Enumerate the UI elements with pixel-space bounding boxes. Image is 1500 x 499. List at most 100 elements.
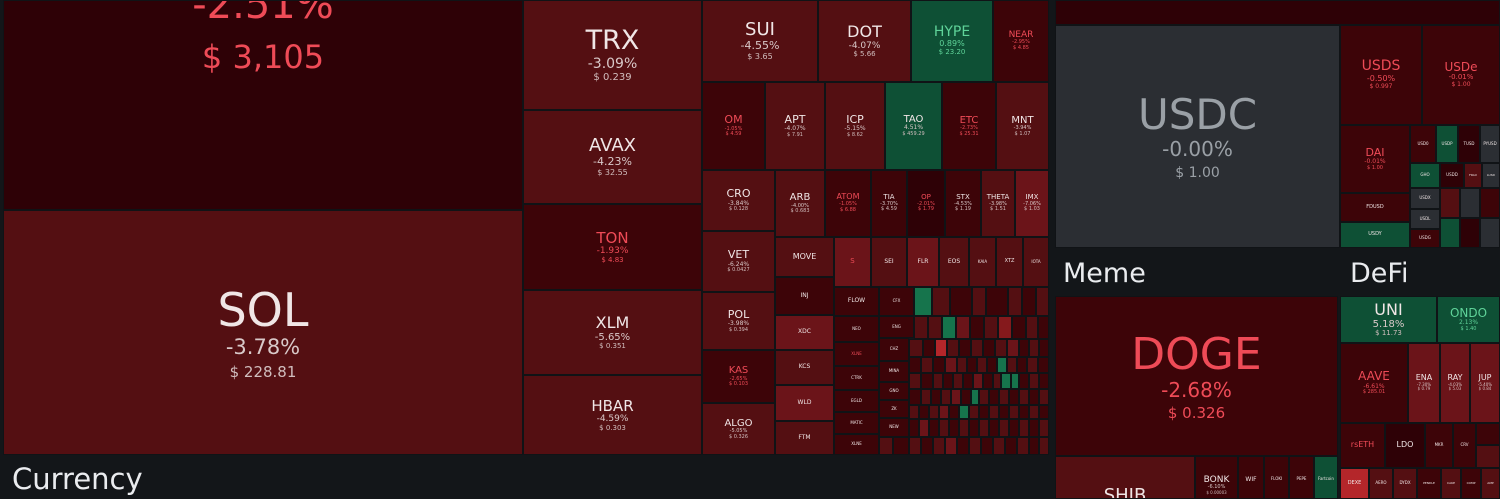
tile-comp[interactable]: COMP (1461, 468, 1481, 499)
tile-om[interactable]: OM -1.05% $ 4.59 (702, 82, 765, 170)
tile-vet[interactable]: VET -6.24% $ 0.0427 (702, 231, 775, 292)
tile-micro-green-2[interactable] (942, 316, 956, 339)
tile-dot[interactable]: DOT -4.07% $ 5.66 (818, 0, 911, 82)
tile-micro-93[interactable] (879, 437, 893, 455)
tile-micro-green-6[interactable] (971, 389, 979, 405)
tile-tia[interactable]: TIA -3.70% $ 4.59 (871, 170, 907, 237)
tile-fdusd[interactable]: FDUSD (1340, 193, 1410, 222)
tile-micro-1[interactable] (932, 287, 950, 316)
tile-micro-63[interactable] (1019, 389, 1029, 405)
tile-defi-micro-2[interactable] (1476, 445, 1500, 468)
tile-xdc[interactable]: XDC (775, 315, 834, 350)
tile-arb[interactable]: ARB -4.00% $ 0.683 (775, 170, 825, 237)
tile-dydx[interactable]: DYDX (1393, 468, 1417, 499)
tile-xdc2[interactable]: XLNE (834, 342, 879, 366)
tile-micro-61[interactable] (999, 389, 1009, 405)
tile-usd0[interactable]: USD0 (1410, 125, 1436, 163)
tile-micro-45[interactable] (953, 373, 963, 389)
tile-micro-83[interactable] (949, 419, 959, 437)
tile-s[interactable]: S (834, 237, 871, 287)
tile-micro-40[interactable] (1038, 357, 1049, 373)
tile-bonk[interactable]: BONK -6.10% $ 0.00003 (1195, 456, 1238, 499)
tile-micro-21[interactable] (959, 339, 971, 357)
tile-micro-28[interactable] (1039, 339, 1049, 357)
tile-lusd[interactable]: LUSD (1482, 163, 1500, 188)
tile-micro-51[interactable] (1029, 373, 1039, 389)
tile-hype[interactable]: HYPE 0.89% $ 23.20 (911, 0, 993, 82)
tile-atom[interactable]: ATOM -1.05% $ 6.88 (825, 170, 871, 237)
tile-micro-77[interactable] (1029, 405, 1039, 419)
tile-micro-10[interactable] (956, 316, 970, 339)
tile-micro-59[interactable] (979, 389, 989, 405)
tile-aero[interactable]: AERO (1369, 468, 1393, 499)
tile-cake[interactable]: CAKE (1441, 468, 1461, 499)
tile-stable-micro-6[interactable] (1480, 218, 1500, 248)
tile-micro-90[interactable] (1019, 419, 1029, 437)
tile-kas[interactable]: KAS -2.65% $ 0.103 (702, 350, 775, 403)
tile-sei[interactable]: SEI (871, 237, 907, 287)
tile-xtz[interactable]: XTZ (996, 237, 1023, 287)
tile-micro-39[interactable] (1027, 357, 1038, 373)
tile-chz[interactable]: CHZ (879, 338, 909, 361)
tile-usdx[interactable]: USDX (1410, 188, 1440, 209)
tile-near[interactable]: NEAR -2.95% $ 4.85 (993, 0, 1049, 82)
tile-micro-57[interactable] (951, 389, 961, 405)
tile-inj[interactable]: INJ (775, 277, 834, 315)
tile-eng[interactable]: ENG (879, 316, 914, 338)
tile-xlne[interactable]: XLNE (834, 434, 879, 455)
tile-stable-micro-1[interactable] (1440, 188, 1460, 218)
tile-micro-60[interactable] (989, 389, 999, 405)
tile-etc[interactable]: ETC -2.73% $ 25.31 (942, 82, 996, 170)
tile-move[interactable]: MOVE (775, 237, 834, 277)
tile-micro-30[interactable] (921, 357, 933, 373)
tile-ldo[interactable]: LDO (1385, 423, 1425, 468)
tile-dai[interactable]: DAI -0.01% $ 1.00 (1340, 125, 1410, 193)
tile-micro-46[interactable] (963, 373, 973, 389)
tile-cro[interactable]: CRO -3.84% $ 0.128 (702, 170, 775, 231)
tile-micro-42[interactable] (921, 373, 933, 389)
tile-usdl[interactable]: USDL (1410, 209, 1440, 229)
tile-micro-8[interactable] (914, 316, 928, 339)
tile-new[interactable]: NEW (879, 418, 909, 437)
tile-micro-86[interactable] (979, 419, 989, 437)
tile-theta[interactable]: THETA -3.98% $ 1.51 (981, 170, 1015, 237)
tile-micro-102[interactable] (993, 437, 1005, 455)
tile-micro-20[interactable] (947, 339, 959, 357)
tile-stable-micro-2[interactable] (1460, 188, 1480, 218)
tile-micro-81[interactable] (929, 419, 939, 437)
tile-gho[interactable]: GHO (1410, 163, 1440, 188)
tile-stable-micro-4[interactable] (1440, 218, 1460, 248)
tile-micro-91[interactable] (1029, 419, 1039, 437)
tile-pyusd[interactable]: PYUSD (1480, 125, 1500, 163)
tile-micro-66[interactable] (909, 405, 919, 419)
tile-ondo[interactable]: ONDO 2.13% $ 1.40 (1437, 296, 1500, 343)
tile-micro-80[interactable] (919, 419, 929, 437)
tile-op[interactable]: OP -2.01% $ 1.79 (907, 170, 945, 237)
tile-ena[interactable]: ENA -7.30% $ 0.79 (1408, 343, 1440, 423)
tile-sui[interactable]: SUI -4.55% $ 3.65 (702, 0, 818, 82)
tile-micro-70[interactable] (949, 405, 959, 419)
tile-micro-89[interactable] (1009, 419, 1019, 437)
tile-micro-88[interactable] (999, 419, 1009, 437)
tile-stable-micro-5[interactable] (1460, 218, 1480, 248)
tile-ftm[interactable]: FTM (775, 421, 834, 455)
tile-micro-green-4[interactable] (1001, 373, 1011, 389)
tile-micro-75[interactable] (1009, 405, 1019, 419)
tile-shib[interactable]: SHIB (1055, 456, 1195, 499)
tile-micro-16[interactable] (1038, 316, 1049, 339)
tile-micro-69[interactable] (939, 405, 949, 419)
tile-micro-65[interactable] (1039, 389, 1049, 405)
tile-micro-6[interactable] (1022, 287, 1036, 316)
tile-micro-48[interactable] (983, 373, 993, 389)
tile-micro-58[interactable] (961, 389, 971, 405)
tile-micro-36[interactable] (987, 357, 997, 373)
tile-micro-94[interactable] (893, 437, 909, 455)
tile-micro-24[interactable] (995, 339, 1007, 357)
tile-micro-79[interactable] (909, 419, 919, 437)
tile-micro-14[interactable] (1012, 316, 1026, 339)
tile-micro-19[interactable] (935, 339, 947, 357)
tile-avax[interactable]: AVAX -4.23% $ 32.55 (523, 110, 702, 204)
tile-micro-98[interactable] (945, 437, 957, 455)
tile-gno[interactable]: GNO (879, 382, 909, 400)
tile-uni[interactable]: UNI 5.18% $ 11.73 (1340, 296, 1437, 343)
